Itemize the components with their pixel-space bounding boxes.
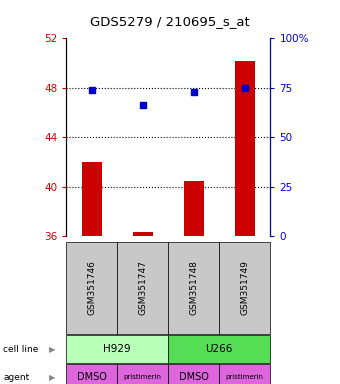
- Text: ▶: ▶: [49, 373, 56, 382]
- Text: U266: U266: [206, 344, 233, 354]
- Text: agent: agent: [3, 373, 30, 382]
- Text: H929: H929: [103, 344, 131, 354]
- Bar: [133, 232, 153, 236]
- Text: GSM351749: GSM351749: [240, 261, 249, 315]
- Text: GSM351748: GSM351748: [189, 261, 198, 315]
- Text: GDS5279 / 210695_s_at: GDS5279 / 210695_s_at: [90, 15, 250, 28]
- Point: [140, 102, 146, 108]
- Text: pristimerin: pristimerin: [124, 374, 162, 381]
- Point: [89, 87, 95, 93]
- Text: GSM351746: GSM351746: [87, 261, 96, 315]
- Point: [242, 85, 248, 91]
- Bar: [184, 180, 204, 236]
- Text: DMSO: DMSO: [179, 372, 209, 382]
- Text: GSM351747: GSM351747: [138, 261, 147, 315]
- Text: cell line: cell line: [3, 344, 39, 354]
- Text: DMSO: DMSO: [77, 372, 107, 382]
- Point: [191, 88, 197, 94]
- Bar: [235, 61, 255, 236]
- Text: pristimerin: pristimerin: [226, 374, 264, 381]
- Text: ▶: ▶: [49, 344, 56, 354]
- Bar: [82, 162, 102, 236]
